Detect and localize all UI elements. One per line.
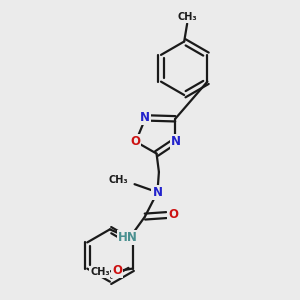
Text: O: O bbox=[130, 135, 140, 148]
Text: HN: HN bbox=[118, 231, 138, 244]
Text: N: N bbox=[171, 135, 181, 148]
Text: N: N bbox=[140, 111, 150, 124]
Text: CH₃: CH₃ bbox=[178, 12, 198, 22]
Text: N: N bbox=[152, 186, 162, 199]
Text: O: O bbox=[112, 264, 122, 277]
Text: CH₃: CH₃ bbox=[90, 268, 110, 278]
Text: CH₃: CH₃ bbox=[108, 175, 128, 185]
Text: O: O bbox=[168, 208, 178, 221]
